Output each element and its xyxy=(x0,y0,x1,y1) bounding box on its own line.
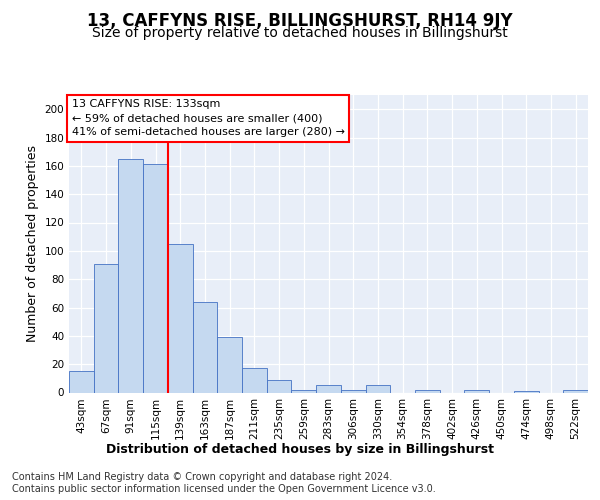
Bar xyxy=(464,390,489,392)
Text: Size of property relative to detached houses in Billingshurst: Size of property relative to detached ho… xyxy=(92,26,508,40)
Y-axis label: Number of detached properties: Number of detached properties xyxy=(26,145,39,342)
Text: Distribution of detached houses by size in Billingshurst: Distribution of detached houses by size … xyxy=(106,442,494,456)
Bar xyxy=(514,391,539,392)
Bar xyxy=(94,264,118,392)
Bar xyxy=(341,390,365,392)
Bar xyxy=(365,386,390,392)
Bar xyxy=(267,380,292,392)
Bar xyxy=(217,337,242,392)
Text: Contains public sector information licensed under the Open Government Licence v3: Contains public sector information licen… xyxy=(12,484,436,494)
Bar xyxy=(118,159,143,392)
Bar xyxy=(168,244,193,392)
Bar xyxy=(193,302,217,392)
Bar xyxy=(292,390,316,392)
Text: 13, CAFFYNS RISE, BILLINGSHURST, RH14 9JY: 13, CAFFYNS RISE, BILLINGSHURST, RH14 9J… xyxy=(87,12,513,30)
Bar xyxy=(69,371,94,392)
Bar xyxy=(242,368,267,392)
Bar xyxy=(563,390,588,392)
Text: 13 CAFFYNS RISE: 133sqm
← 59% of detached houses are smaller (400)
41% of semi-d: 13 CAFFYNS RISE: 133sqm ← 59% of detache… xyxy=(71,100,344,138)
Bar xyxy=(415,390,440,392)
Bar xyxy=(316,386,341,392)
Text: Contains HM Land Registry data © Crown copyright and database right 2024.: Contains HM Land Registry data © Crown c… xyxy=(12,472,392,482)
Bar xyxy=(143,164,168,392)
